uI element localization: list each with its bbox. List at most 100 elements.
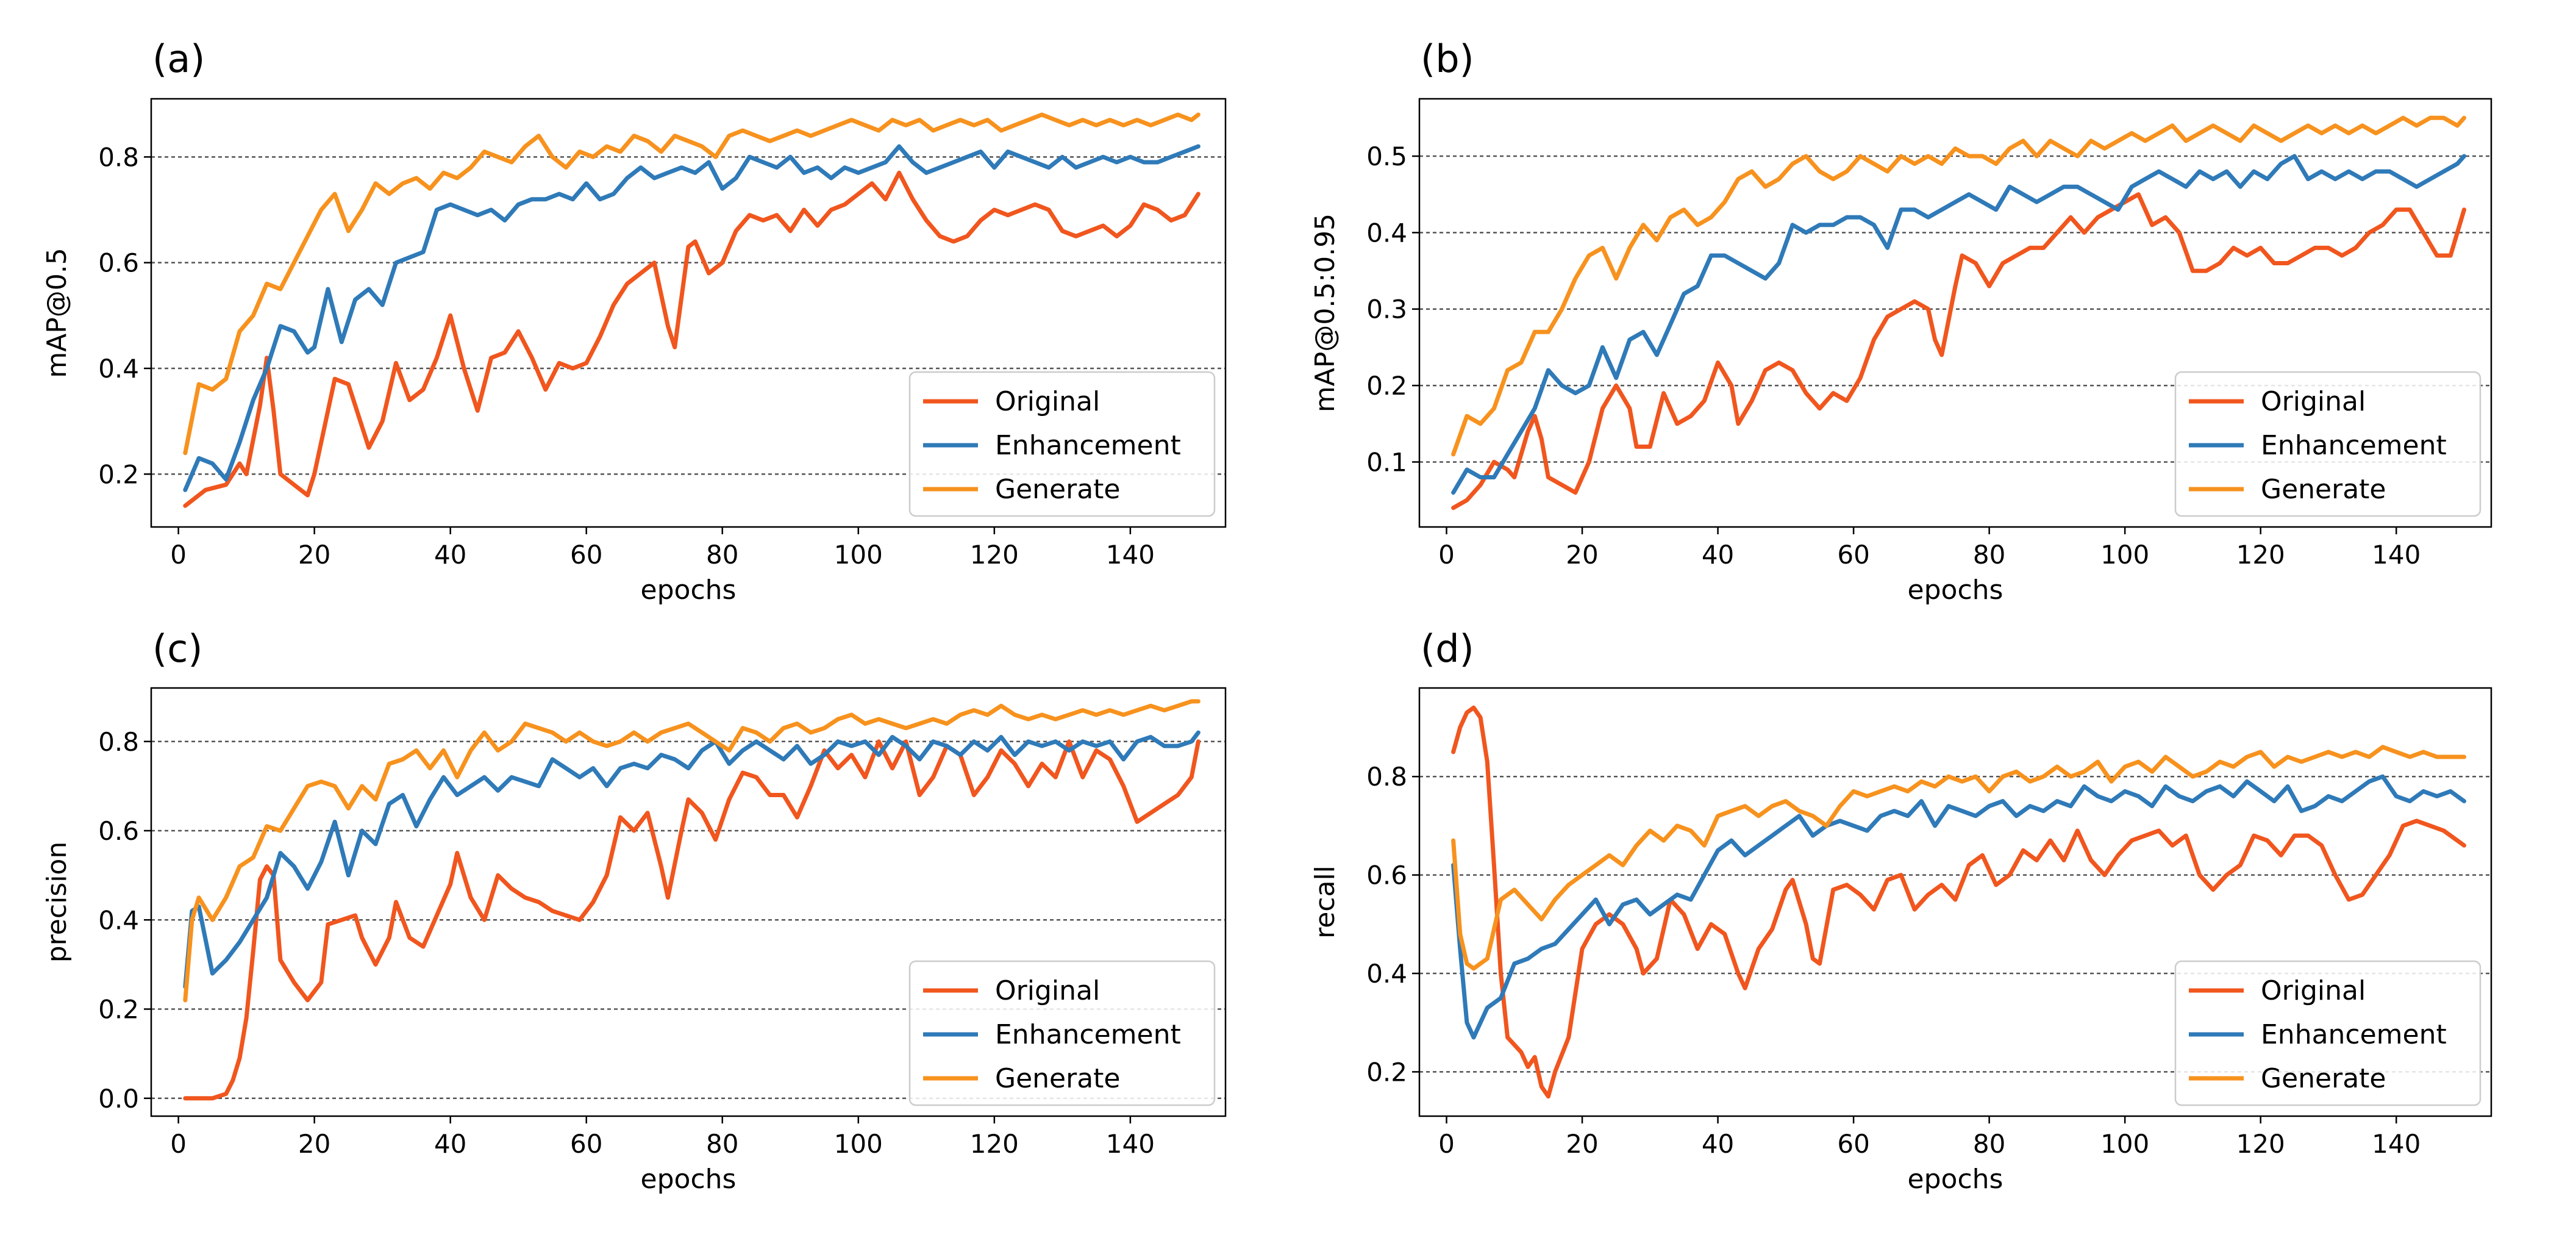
y-axis-label: mAP@0.5:0.95 [1310, 213, 1341, 412]
legend: Original Enhancement Generate [908, 960, 1216, 1106]
legend-label: Generate [2261, 474, 2386, 505]
legend-label: Enhancement [995, 1019, 1181, 1050]
chart-panel-b: (b) 0.1 0.2 0.3 0.4 0.5 0 20 40 60 80 100 120 140 epoc… [1310, 37, 2492, 606]
y-tick-label: 0.2 [1366, 371, 1407, 401]
y-tick-label: 0.4 [98, 905, 139, 935]
y-axis-label: mAP@0.5 [41, 248, 73, 378]
x-tick-label: 100 [2100, 540, 2149, 570]
x-tick-label: 0 [1438, 1129, 1455, 1159]
y-tick-label: 0.2 [98, 459, 139, 489]
x-tick-label: 100 [834, 1129, 883, 1159]
x-tick-label: 120 [970, 540, 1019, 570]
x-tick-label: 120 [970, 1129, 1019, 1159]
x-tick-label: 80 [1973, 540, 2005, 570]
x-tick-label: 140 [1106, 540, 1155, 570]
legend-label: Original [2261, 975, 2366, 1006]
x-tick-label: 0 [170, 540, 187, 570]
x-tick-label: 120 [2236, 1129, 2285, 1159]
x-tick-label: 40 [434, 1129, 466, 1159]
y-tick-label: 0.8 [98, 727, 139, 757]
y-tick-label: 0.6 [1366, 861, 1407, 890]
plot-frame [1418, 98, 2492, 528]
legend-label: Enhancement [2261, 430, 2447, 461]
x-tick-label: 80 [1973, 1129, 2005, 1159]
x-tick-label: 0 [170, 1129, 187, 1159]
chart-panel-a: (a) 0.2 0.4 0.6 0.8 0 20 40 60 80 100 120 140 epochs m… [41, 37, 1227, 606]
y-tick-label: 0.6 [98, 816, 139, 846]
x-tick-label: 20 [1566, 540, 1598, 570]
y-tick-label: 0.8 [1366, 762, 1407, 792]
x-axis-label: epochs [1908, 575, 2003, 606]
legend-box [2174, 960, 2481, 1106]
y-tick-label: 0.6 [98, 248, 139, 278]
x-tick-label: 80 [706, 1129, 738, 1159]
plot-frame [150, 687, 1227, 1117]
x-tick-label: 80 [706, 540, 738, 570]
x-tick-label: 0 [1438, 540, 1455, 570]
series-line-enhancement [183, 730, 1201, 989]
legend-box [908, 960, 1216, 1106]
y-axis-label: precision [41, 842, 73, 963]
y-tick-label: 0.8 [98, 142, 139, 172]
legend-label: Original [995, 386, 1100, 417]
legend-label: Generate [995, 474, 1121, 505]
legend-label: Generate [995, 1063, 1121, 1094]
panel-label: (c) [152, 626, 202, 671]
legend: Original Enhancement Generate [2174, 960, 2481, 1106]
y-axis-label: recall [1310, 865, 1341, 939]
chart-panel-d: (d) 0.2 0.4 0.6 0.8 0 20 40 60 80 100 120 140 epochs r… [1310, 626, 2492, 1195]
series-line-enhancement [1451, 154, 2466, 495]
x-tick-label: 100 [834, 540, 883, 570]
y-tick-label: 0.4 [1366, 218, 1407, 248]
x-tick-label: 100 [2100, 1129, 2149, 1159]
series-line-generate [1451, 115, 2466, 457]
y-tick-label: 0.3 [1366, 295, 1407, 324]
panel-label: (d) [1421, 626, 1474, 671]
legend: Original Enhancement Generate [2174, 371, 2481, 517]
legend-label: Original [2261, 386, 2366, 417]
x-tick-label: 60 [570, 540, 602, 570]
series-line-original [1451, 192, 2466, 510]
y-tick-label: 0.5 [1366, 141, 1407, 171]
series-line-generate [183, 112, 1201, 456]
x-tick-label: 20 [298, 540, 330, 570]
legend-label: Generate [2261, 1063, 2386, 1094]
series-line-original [183, 170, 1201, 508]
x-tick-label: 40 [434, 540, 466, 570]
x-tick-label: 60 [570, 1129, 602, 1159]
x-tick-label: 40 [1702, 1129, 1734, 1159]
series-line-generate [1451, 745, 2466, 971]
legend-box [2174, 371, 2481, 517]
x-axis-label: epochs [641, 575, 737, 606]
y-tick-label: 0.4 [1366, 959, 1407, 989]
plot-frame [1418, 687, 2492, 1117]
legend-label: Enhancement [2261, 1019, 2447, 1050]
legend: Original Enhancement Generate [908, 371, 1216, 517]
x-tick-label: 40 [1702, 540, 1734, 570]
x-tick-label: 20 [1566, 1129, 1598, 1159]
y-tick-label: 0.2 [98, 995, 139, 1025]
x-axis-label: epochs [641, 1164, 737, 1195]
legend-label: Enhancement [995, 430, 1181, 461]
x-tick-label: 140 [1106, 1129, 1155, 1159]
legend-label: Original [995, 975, 1100, 1006]
series-line-enhancement [1451, 774, 2466, 1040]
plot-frame [150, 98, 1227, 528]
series-line-original [1451, 705, 2466, 1099]
x-tick-label: 60 [1837, 540, 1869, 570]
y-tick-label: 0.4 [98, 354, 139, 384]
series-line-generate [183, 699, 1201, 1003]
x-tick-label: 140 [2372, 1129, 2421, 1159]
series-line-original [183, 739, 1201, 1101]
y-tick-label: 0.1 [1366, 447, 1407, 477]
series-line-enhancement [183, 144, 1201, 492]
x-tick-label: 60 [1837, 1129, 1869, 1159]
chart-panel-c: (c) 0.0 0.2 0.4 0.6 0.8 0 20 40 60 80 100 120 140 epoc… [41, 626, 1227, 1195]
x-tick-label: 140 [2372, 540, 2421, 570]
panel-label: (a) [152, 37, 205, 81]
y-tick-label: 0.0 [98, 1084, 139, 1114]
x-axis-label: epochs [1908, 1164, 2003, 1195]
x-tick-label: 20 [298, 1129, 330, 1159]
y-tick-label: 0.2 [1366, 1057, 1407, 1087]
